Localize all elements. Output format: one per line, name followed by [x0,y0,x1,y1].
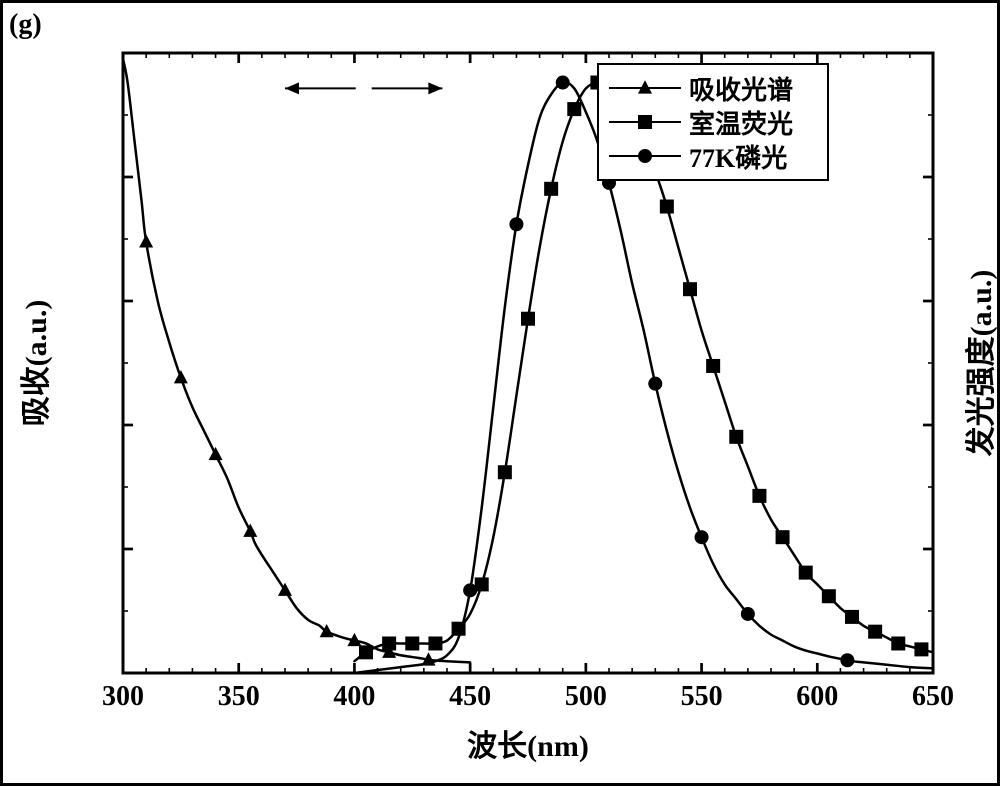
x-tick-label: 600 [796,681,838,713]
legend-sample [609,76,681,100]
fluorescence-marker [706,359,720,373]
absorption-line [123,59,470,662]
phosphorescence-marker [509,217,523,231]
legend-label: 室温荧光 [689,104,793,141]
x-tick-label: 300 [102,681,144,713]
absorption-marker [243,524,257,537]
legend-label: 77K磷光 [689,138,787,175]
legend-label: 吸收光谱 [689,70,793,107]
fluorescence-marker [891,636,905,650]
x-tick-label: 400 [333,681,375,713]
fluorescence-marker [914,642,928,656]
fluorescence-marker [544,182,558,196]
fluorescence-marker [567,102,581,116]
square-icon [633,110,657,134]
absorption-marker [209,447,223,460]
x-tick-label: 450 [449,681,491,713]
absorption-marker [139,234,153,247]
x-tick-label: 550 [681,681,723,713]
figure-frame: (g) 吸收(a.u.) 发光强度(a.u.) 波长(nm) 300350400… [0,0,1000,786]
legend-item: 室温荧光 [609,105,817,139]
legend-item: 77K磷光 [609,139,817,173]
fluorescence-marker [868,625,882,639]
fluorescence-marker [660,200,674,214]
circle-icon [633,144,657,168]
fluorescence-marker [799,566,813,580]
fluorescence-marker [498,465,512,479]
triangle-icon [633,76,657,100]
fluorescence-marker [776,530,790,544]
phosphorescence-marker [695,530,709,544]
phosphorescence-marker [840,653,854,667]
x-tick-label: 350 [218,681,260,713]
fluorescence-marker [382,636,396,650]
x-tick-label: 500 [565,681,607,713]
fluorescence-marker [822,589,836,603]
phosphorescence-marker [463,583,477,597]
legend-box: 吸收光谱室温荧光77K磷光 [597,63,829,181]
legend-item: 吸收光谱 [609,71,817,105]
fluorescence-marker [359,645,373,659]
legend-sample [609,110,681,134]
fluorescence-marker [405,636,419,650]
x-tick-label: 650 [912,681,954,713]
phosphorescence-marker [556,76,570,90]
phosphorescence-marker [741,607,755,621]
fluorescence-marker [683,282,697,296]
spectra-plot [3,3,1000,786]
phosphorescence-marker [648,377,662,391]
fluorescence-marker [752,489,766,503]
fluorescence-marker [521,312,535,326]
fluorescence-marker [729,430,743,444]
fluorescence-marker [428,636,442,650]
fluorescence-marker [845,610,859,624]
absorption-marker [174,370,188,383]
legend-sample [609,144,681,168]
